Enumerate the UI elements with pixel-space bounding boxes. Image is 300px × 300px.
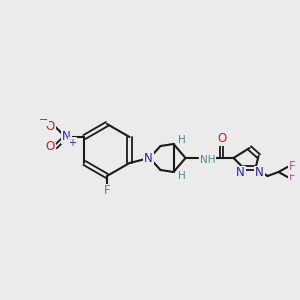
Text: N: N	[62, 130, 71, 143]
Text: H: H	[178, 135, 185, 145]
Text: N: N	[144, 152, 153, 164]
Text: F: F	[289, 170, 296, 184]
Text: O: O	[46, 140, 55, 154]
Text: O: O	[46, 121, 55, 134]
Text: +: +	[68, 138, 76, 148]
Text: H: H	[178, 171, 185, 181]
Text: NH: NH	[200, 155, 215, 165]
Text: N: N	[255, 167, 264, 179]
Text: F: F	[104, 184, 110, 197]
Text: −: −	[39, 115, 48, 125]
Text: O: O	[217, 133, 226, 146]
Text: N: N	[236, 167, 245, 179]
Text: F: F	[289, 160, 296, 173]
